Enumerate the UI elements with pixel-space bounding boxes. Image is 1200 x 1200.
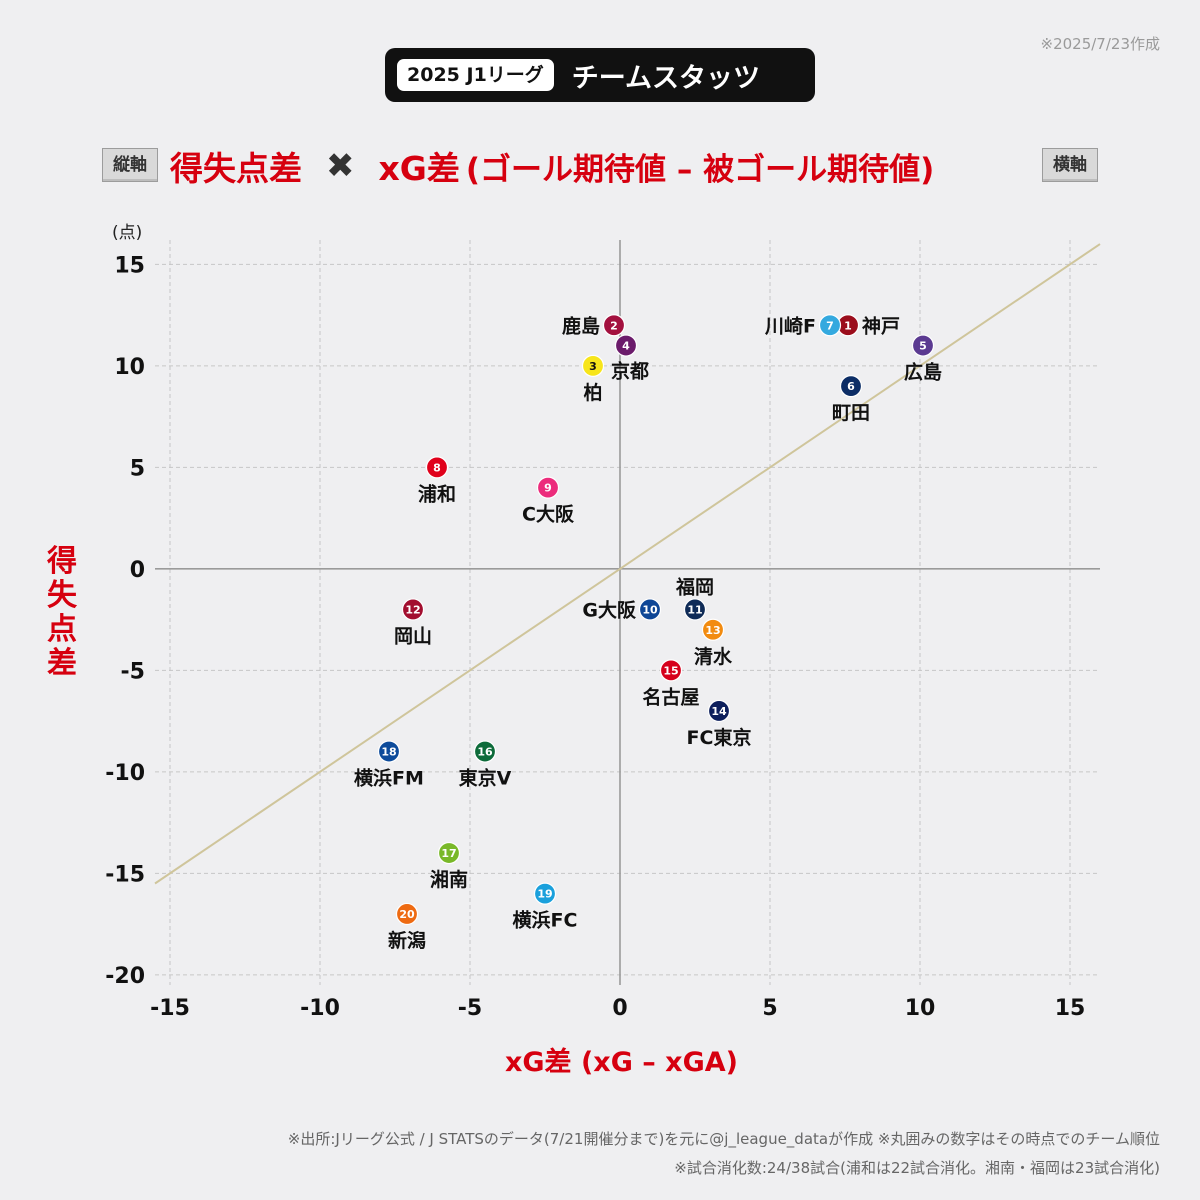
rank-number: 15 xyxy=(663,664,678,677)
horizontal-axis-tag: 横軸 xyxy=(1042,148,1098,182)
y-tick-label: 5 xyxy=(130,456,145,481)
rank-number: 18 xyxy=(381,746,396,759)
rank-number: 2 xyxy=(610,319,618,332)
rank-number: 17 xyxy=(441,847,456,860)
team-label: G大阪 xyxy=(582,598,637,621)
x-tick-label: 5 xyxy=(762,996,777,1021)
header-title: チームスタッツ xyxy=(571,62,760,94)
team-label: C大阪 xyxy=(522,503,575,526)
team-point xyxy=(659,659,683,682)
x-tick-label: 0 xyxy=(612,996,627,1021)
y-tick-label: -10 xyxy=(105,761,145,786)
team-point xyxy=(437,841,461,865)
team-label: 川崎F xyxy=(764,314,816,337)
team-label: FC東京 xyxy=(687,726,752,749)
y-axis-title: 得失点差 xyxy=(47,544,77,681)
team-label: 清水 xyxy=(694,645,733,668)
rank-number: 12 xyxy=(405,603,420,616)
team-label: 岡山 xyxy=(394,625,432,647)
rank-number: 6 xyxy=(847,380,855,393)
rank-number: 4 xyxy=(622,340,630,353)
rank-number: 14 xyxy=(711,705,727,718)
y-axis-unit: (点) xyxy=(112,223,143,243)
team-point xyxy=(614,334,638,357)
chart-title: 得失点差 ✖ xG差 (ゴール期待値 – 被ゴール期待値) xyxy=(170,138,1030,194)
rank-number: 20 xyxy=(399,908,415,921)
team-point xyxy=(911,334,935,357)
y-tick-label: 10 xyxy=(114,355,145,380)
cross-icon: ✖ xyxy=(326,146,355,186)
team-point xyxy=(638,598,662,621)
team-point xyxy=(473,740,497,763)
y-tick-label: -20 xyxy=(105,964,145,989)
team-label: 広島 xyxy=(904,361,942,384)
x-tick-label: 15 xyxy=(1055,996,1086,1021)
team-label: 新潟 xyxy=(388,929,426,952)
x-metric-title: xG差 xyxy=(378,149,460,188)
team-point xyxy=(839,375,863,398)
team-point xyxy=(581,354,605,377)
rank-number: 11 xyxy=(687,603,702,616)
source-note: ※出所:Jリーグ公式 / J STATSのデータ(7/21開催分まで)を元に@j… xyxy=(287,1130,1160,1148)
rank-number: 16 xyxy=(477,746,493,759)
team-label: 名古屋 xyxy=(642,685,699,708)
x-tick-label: -10 xyxy=(300,996,340,1021)
team-label: 横浜FM xyxy=(354,767,424,790)
team-point xyxy=(377,740,401,763)
team-label: 鹿島 xyxy=(562,314,600,337)
team-label: 東京V xyxy=(459,767,512,790)
rank-number: 10 xyxy=(642,603,658,616)
x-tick-label: 10 xyxy=(905,996,936,1021)
header-banner: 2025 J1リーグ チームスタッツ xyxy=(385,48,815,102)
y-tick-label: 0 xyxy=(130,558,145,583)
league-badge: 2025 J1リーグ xyxy=(397,59,554,91)
reference-line xyxy=(154,243,1101,885)
creation-date: ※2025/7/23作成 xyxy=(1040,35,1160,53)
y-tick-label: 15 xyxy=(114,253,145,278)
team-point xyxy=(683,598,707,621)
team-label: 横浜FC xyxy=(513,909,578,932)
team-label: 京都 xyxy=(611,360,649,383)
rank-number: 5 xyxy=(919,340,927,353)
team-label: 町田 xyxy=(832,402,870,424)
rank-number: 7 xyxy=(826,319,834,332)
team-point xyxy=(602,314,626,337)
team-label: 湘南 xyxy=(430,868,468,891)
vertical-axis-tag: 縦軸 xyxy=(102,148,158,182)
rank-number: 8 xyxy=(433,461,441,474)
team-point xyxy=(395,902,419,926)
team-point xyxy=(536,476,560,499)
rank-number: 1 xyxy=(844,319,852,332)
team-point xyxy=(701,618,725,641)
team-label: 浦和 xyxy=(418,482,456,505)
team-label: 福岡 xyxy=(675,575,714,598)
x-axis-title: xG差 (xG – xGA) xyxy=(504,1047,738,1078)
team-point xyxy=(533,882,557,905)
team-label: 神戸 xyxy=(862,314,900,337)
team-point xyxy=(401,598,425,621)
team-label: 柏 xyxy=(583,381,602,404)
x-tick-label: -15 xyxy=(150,996,190,1021)
rank-number: 3 xyxy=(589,360,597,373)
y-tick-label: -15 xyxy=(105,862,145,887)
x-tick-label: -5 xyxy=(458,996,482,1021)
x-metric-detail: (ゴール期待値 – 被ゴール期待値) xyxy=(465,151,935,188)
team-point xyxy=(425,456,449,479)
team-point xyxy=(818,314,842,337)
games-note: ※試合消化数:24/38試合(浦和は22試合消化。湘南・福岡は23試合消化) xyxy=(674,1159,1160,1177)
rank-number: 9 xyxy=(544,482,552,495)
team-point xyxy=(707,699,731,723)
y-tick-label: -5 xyxy=(121,659,145,684)
rank-number: 19 xyxy=(537,888,552,901)
y-metric-title: 得失点差 xyxy=(170,149,302,188)
rank-number: 13 xyxy=(705,624,720,637)
